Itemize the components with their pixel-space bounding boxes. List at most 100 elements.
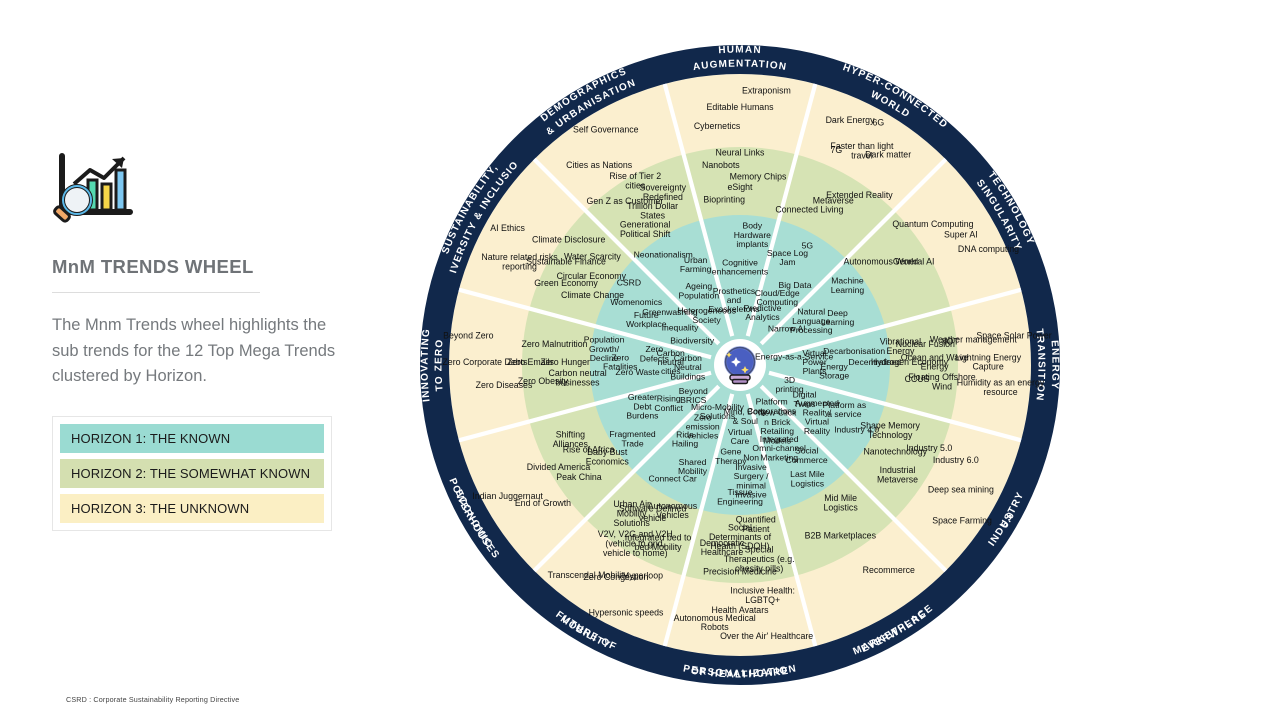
- subtrend-h1[interactable]: Energy Storage: [819, 362, 849, 381]
- subtrend-h1[interactable]: Beyond BRICS: [679, 386, 708, 405]
- subtrend-h1[interactable]: Fragmented Trade: [609, 429, 656, 448]
- legend-item-horizon-2[interactable]: HORIZON 2: THE SOMEWHAT KNOWN: [60, 458, 324, 488]
- subtrend-h1[interactable]: Virtual Power Plants: [802, 348, 826, 376]
- subtrend-h2[interactable]: Precision Medicine: [703, 567, 777, 577]
- subtrend-h1[interactable]: Platform Corporations: [747, 397, 796, 416]
- subtrend-h1[interactable]: Greater Debt Burdens: [626, 392, 658, 420]
- subtrend-h1[interactable]: Predictive Analytics: [744, 303, 782, 322]
- subtrend-h1[interactable]: Biodiversity: [670, 335, 715, 345]
- subtrend-h3[interactable]: Editable Humans: [707, 102, 775, 112]
- subtrend-h2[interactable]: Floating Offshore Wind: [908, 372, 975, 391]
- subtrend-h1[interactable]: Decentralised: [848, 357, 901, 367]
- subtrend-h2[interactable]: B2B Marketplaces: [805, 531, 877, 541]
- subtrend-h1[interactable]: Non Invasive Surgery / minimal invasive: [734, 453, 769, 500]
- subtrend-h2[interactable]: Vibrational Energy: [880, 337, 921, 356]
- subtrend-h2[interactable]: Carbon neutral businesses: [548, 368, 606, 387]
- subtrend-h2[interactable]: Software Defined vehicle: [619, 504, 687, 523]
- subtrend-h3[interactable]: Dark matter: [865, 150, 911, 160]
- subtrend-h1[interactable]: Big Data: [779, 280, 812, 290]
- subtrend-h1[interactable]: Neonationalism: [634, 250, 693, 260]
- subtrend-h3[interactable]: Space Solar Power: [976, 330, 1051, 340]
- subtrend-h1[interactable]: Micro-Mobility Solutions: [691, 402, 745, 421]
- subtrend-h3[interactable]: Health Avatars: [711, 605, 769, 615]
- subtrend-h1[interactable]: Industry 4.0: [834, 424, 879, 434]
- subtrend-h2[interactable]: Extended Reality: [826, 190, 893, 200]
- legend-item-horizon-3[interactable]: HORIZON 3: THE UNKNOWN: [60, 493, 324, 523]
- subtrend-h1[interactable]: Shared Mobility: [678, 457, 708, 476]
- subtrend-h1[interactable]: Zero Waste: [616, 367, 660, 377]
- subtrend-h3[interactable]: Zero Diseases: [476, 380, 533, 390]
- subtrend-h2[interactable]: Ocean and Wave Energy: [901, 352, 969, 371]
- subtrend-h1[interactable]: Virtual Care: [728, 427, 752, 446]
- subtrend-h1[interactable]: Decarbonisation: [823, 346, 885, 356]
- subtrend-h3[interactable]: Humidity as an energy resource: [957, 378, 1045, 397]
- subtrend-h1[interactable]: Future Workplace: [626, 310, 667, 329]
- subtrend-h2[interactable]: Bioprinting: [703, 195, 745, 205]
- subtrend-h1[interactable]: Integrated Omni-channel Marketing: [752, 434, 806, 462]
- subtrend-h3[interactable]: Self Governance: [573, 125, 639, 135]
- subtrend-h3[interactable]: Autonomous Medical Robots: [674, 613, 756, 632]
- subtrend-h1[interactable]: Natural Language Processing: [790, 307, 833, 335]
- subtrend-h2[interactable]: eSight: [728, 182, 753, 192]
- subtrend-h2[interactable]: Zero Obesity: [518, 376, 569, 386]
- subtrend-h3[interactable]: 6G: [873, 117, 885, 127]
- subtrend-h2[interactable]: Zero Malnutrition: [522, 339, 588, 349]
- subtrend-h1[interactable]: Digital Twins: [793, 390, 817, 409]
- subtrend-h1[interactable]: Prosthetics and Exoskeletons: [708, 286, 759, 314]
- sector-label-0[interactable]: HUMAN: [718, 44, 762, 56]
- subtrend-h2[interactable]: Zero Emails: [507, 357, 555, 367]
- subtrend-h1[interactable]: 5G: [802, 240, 814, 250]
- subtrend-h3[interactable]: Extraponism: [742, 85, 791, 95]
- legend-item-horizon-1[interactable]: HORIZON 1: THE KNOWN: [60, 423, 324, 453]
- subtrend-h1[interactable]: Platform as a service: [823, 400, 866, 419]
- subtrend-h2[interactable]: Zero Hunger: [541, 357, 590, 367]
- subtrend-h1[interactable]: Population Growth/Decline: [584, 335, 625, 363]
- subtrend-h2[interactable]: Green Economy: [534, 278, 598, 288]
- subtrend-h3[interactable]: Space Farming: [932, 516, 992, 526]
- subtrend-h2[interactable]: Baby Bust Economics: [586, 447, 630, 466]
- subtrend-h1[interactable]: Machine Learning: [831, 276, 865, 295]
- subtrend-h2[interactable]: Water Scarcity: [564, 252, 621, 262]
- subtrend-h1[interactable]: Ride Hailing: [672, 429, 698, 448]
- subtrend-h2[interactable]: Nanobots: [702, 160, 740, 170]
- subtrend-h2[interactable]: Climate Change: [561, 290, 624, 300]
- subtrend-h2[interactable]: Urban Air Mobility Solutions: [613, 499, 650, 528]
- subtrend-h1[interactable]: Narrow AI: [768, 324, 806, 334]
- subtrend-h1[interactable]: Ageing Population: [679, 281, 720, 300]
- subtrend-h2[interactable]: Gen Z as Customer: [587, 196, 664, 206]
- subtrend-h3[interactable]: Lightning Energy Capture: [955, 352, 1022, 371]
- subtrend-h3[interactable]: Nature related risks reporting: [481, 252, 558, 271]
- sector-label-3[interactable]: ENERGY: [1049, 340, 1061, 390]
- subtrend-h1[interactable]: CSRD: [617, 278, 641, 288]
- subtrend-h3[interactable]: Industry 6.0: [933, 455, 979, 465]
- subtrend-h1[interactable]: Cloud/Edge Computing: [755, 288, 800, 307]
- subtrend-h3[interactable]: Inclusive Health: LGBTQ+: [730, 586, 795, 605]
- subtrend-h1[interactable]: Womenomics: [610, 297, 662, 307]
- subtrend-h2[interactable]: Industrial Metaverse: [877, 465, 918, 484]
- subtrend-h3[interactable]: Hyperloop: [623, 570, 663, 580]
- subtrend-h1[interactable]: Last Mile Logistics: [790, 469, 825, 488]
- subtrend-h2[interactable]: Circular Economy: [557, 271, 627, 281]
- subtrend-h2[interactable]: Special Therapeutics (e.g. obesity pills): [724, 545, 795, 574]
- subtrend-h1[interactable]: New Click n Brick Retailing Models: [758, 408, 797, 446]
- subtrend-h2[interactable]: Metaverse: [813, 195, 854, 205]
- subtrend-h2[interactable]: Integrated bed to bed Mobility: [625, 532, 692, 551]
- subtrend-h3[interactable]: Deep sea mining: [928, 485, 994, 495]
- subtrend-h1[interactable]: Energy-as-a-Service: [755, 352, 834, 362]
- subtrend-h3[interactable]: Weather management: [930, 334, 1017, 344]
- subtrend-h2[interactable]: V2V, V2G and V2H (vehicle to grid, vehicle…: [598, 529, 673, 558]
- sector-label-9[interactable]: INNOVATING: [419, 328, 432, 403]
- subtrend-h1[interactable]: Connect Car: [648, 474, 696, 484]
- subtrend-h3[interactable]: Dark Energy: [826, 115, 875, 125]
- subtrend-h3[interactable]: Cities as Nations: [566, 160, 633, 170]
- subtrend-h3[interactable]: Over the Air' Healthcare: [720, 631, 813, 641]
- subtrend-h2[interactable]: Autonomous World: [843, 256, 918, 266]
- sector-label-6[interactable]: PERSONALIZATION: [682, 663, 797, 679]
- subtrend-h1[interactable]: Heterogeneous Society: [677, 306, 736, 325]
- subtrend-h3[interactable]: Beyond Zero: [443, 331, 493, 341]
- subtrend-h1[interactable]: Body Hardware implants: [734, 221, 771, 249]
- subtrend-h1[interactable]: Social Commerce: [786, 446, 828, 465]
- subtrend-h2[interactable]: Hydrogen Economy: [871, 357, 949, 367]
- subtrend-h1[interactable]: Gene Therapy: [715, 447, 747, 466]
- subtrend-h1[interactable]: Deep Learning: [821, 308, 855, 327]
